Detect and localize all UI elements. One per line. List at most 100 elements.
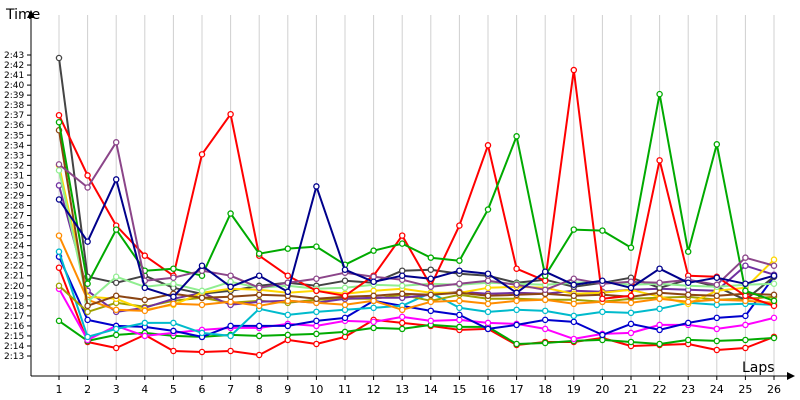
data-point: [255, 332, 263, 340]
data-point: [84, 316, 91, 324]
data-point: [656, 157, 663, 164]
data-point: [656, 265, 663, 272]
data-point: [141, 332, 149, 340]
data-point: [427, 298, 435, 306]
data-point: [770, 291, 778, 299]
data-point: [770, 262, 778, 269]
data-point: [484, 308, 492, 316]
x-tick-label: 6: [199, 383, 206, 396]
data-point: [55, 182, 63, 189]
data-point: [341, 277, 349, 284]
data-point: [398, 282, 406, 290]
data-point: [484, 292, 492, 300]
data-point: [627, 309, 635, 317]
data-point: [84, 308, 91, 316]
data-point: [656, 90, 663, 98]
data-point: [570, 275, 578, 282]
y-tick-label: 2:28: [4, 202, 24, 212]
data-point: [227, 283, 234, 291]
data-point: [484, 270, 492, 277]
data-point: [742, 344, 749, 352]
y-tick-label: 2:30: [4, 181, 24, 191]
data-point: [484, 319, 492, 327]
data-point: [713, 314, 721, 322]
data-point: [570, 226, 578, 233]
data-point: [713, 325, 721, 333]
data-point: [370, 292, 377, 300]
series-line: [58, 267, 775, 356]
data-point: [684, 336, 692, 344]
data-point: [313, 243, 320, 250]
data-point: [55, 232, 63, 239]
data-point: [427, 291, 435, 299]
data-point: [170, 293, 177, 301]
data-point: [656, 289, 663, 297]
data-point: [770, 280, 778, 288]
data-point: [198, 294, 206, 302]
series-15: [55, 139, 778, 294]
data-point: [55, 248, 63, 255]
data-point: [427, 283, 435, 291]
y-tick-label: 2:34: [4, 141, 24, 151]
data-point: [484, 206, 492, 213]
data-point: [627, 320, 635, 328]
data-point: [55, 282, 63, 290]
y-tick-label: 2:35: [4, 131, 24, 141]
y-tick-label: 2:15: [4, 332, 24, 342]
data-point: [456, 222, 463, 229]
y-tick-label: 2:22: [4, 262, 24, 272]
data-point: [284, 245, 292, 252]
y-tick-label: 2:14: [4, 342, 24, 352]
y-tick-label: 2:25: [4, 232, 24, 242]
x-tick-label: 1: [56, 383, 63, 396]
series-line: [58, 141, 775, 291]
data-point: [427, 317, 435, 325]
x-tick-label: 2: [84, 383, 91, 396]
data-point: [255, 250, 263, 257]
y-tick-label: 2:33: [4, 151, 24, 161]
data-point: [112, 344, 120, 352]
data-point: [427, 254, 435, 261]
data-point: [541, 339, 549, 347]
data-point: [627, 292, 635, 300]
y-tick-label: 2:31: [4, 171, 24, 181]
data-point: [398, 325, 406, 333]
data-point: [313, 330, 320, 338]
y-tick-label: 2:20: [4, 282, 24, 292]
data-point: [255, 351, 263, 359]
data-point: [427, 266, 435, 273]
x-tick-label: 26: [767, 383, 781, 396]
data-point: [742, 321, 749, 329]
series-13: [55, 66, 778, 310]
data-point: [570, 66, 578, 74]
data-point: [170, 319, 177, 327]
data-point: [513, 133, 520, 140]
x-axis-title: Laps: [742, 360, 775, 376]
data-point: [341, 292, 349, 300]
x-tick-label: 11: [338, 383, 352, 396]
data-point: [370, 247, 377, 254]
data-point: [456, 311, 463, 319]
data-point: [84, 238, 91, 245]
series-line: [58, 185, 775, 313]
data-point: [84, 280, 91, 288]
data-point: [55, 196, 63, 203]
data-point: [84, 333, 91, 341]
series-line: [58, 130, 775, 307]
data-point: [398, 232, 406, 239]
x-tick-label: 20: [595, 383, 609, 396]
series-4: [55, 253, 778, 341]
data-point: [684, 279, 692, 287]
data-point: [198, 329, 206, 337]
series-12: [55, 127, 778, 310]
series-5: [55, 248, 778, 341]
data-point: [541, 307, 549, 315]
data-point: [770, 314, 778, 322]
data-point: [170, 300, 177, 308]
data-point: [112, 139, 120, 146]
data-point: [170, 274, 177, 281]
data-point: [770, 334, 778, 342]
data-point: [627, 338, 635, 346]
series-16: [55, 176, 778, 301]
